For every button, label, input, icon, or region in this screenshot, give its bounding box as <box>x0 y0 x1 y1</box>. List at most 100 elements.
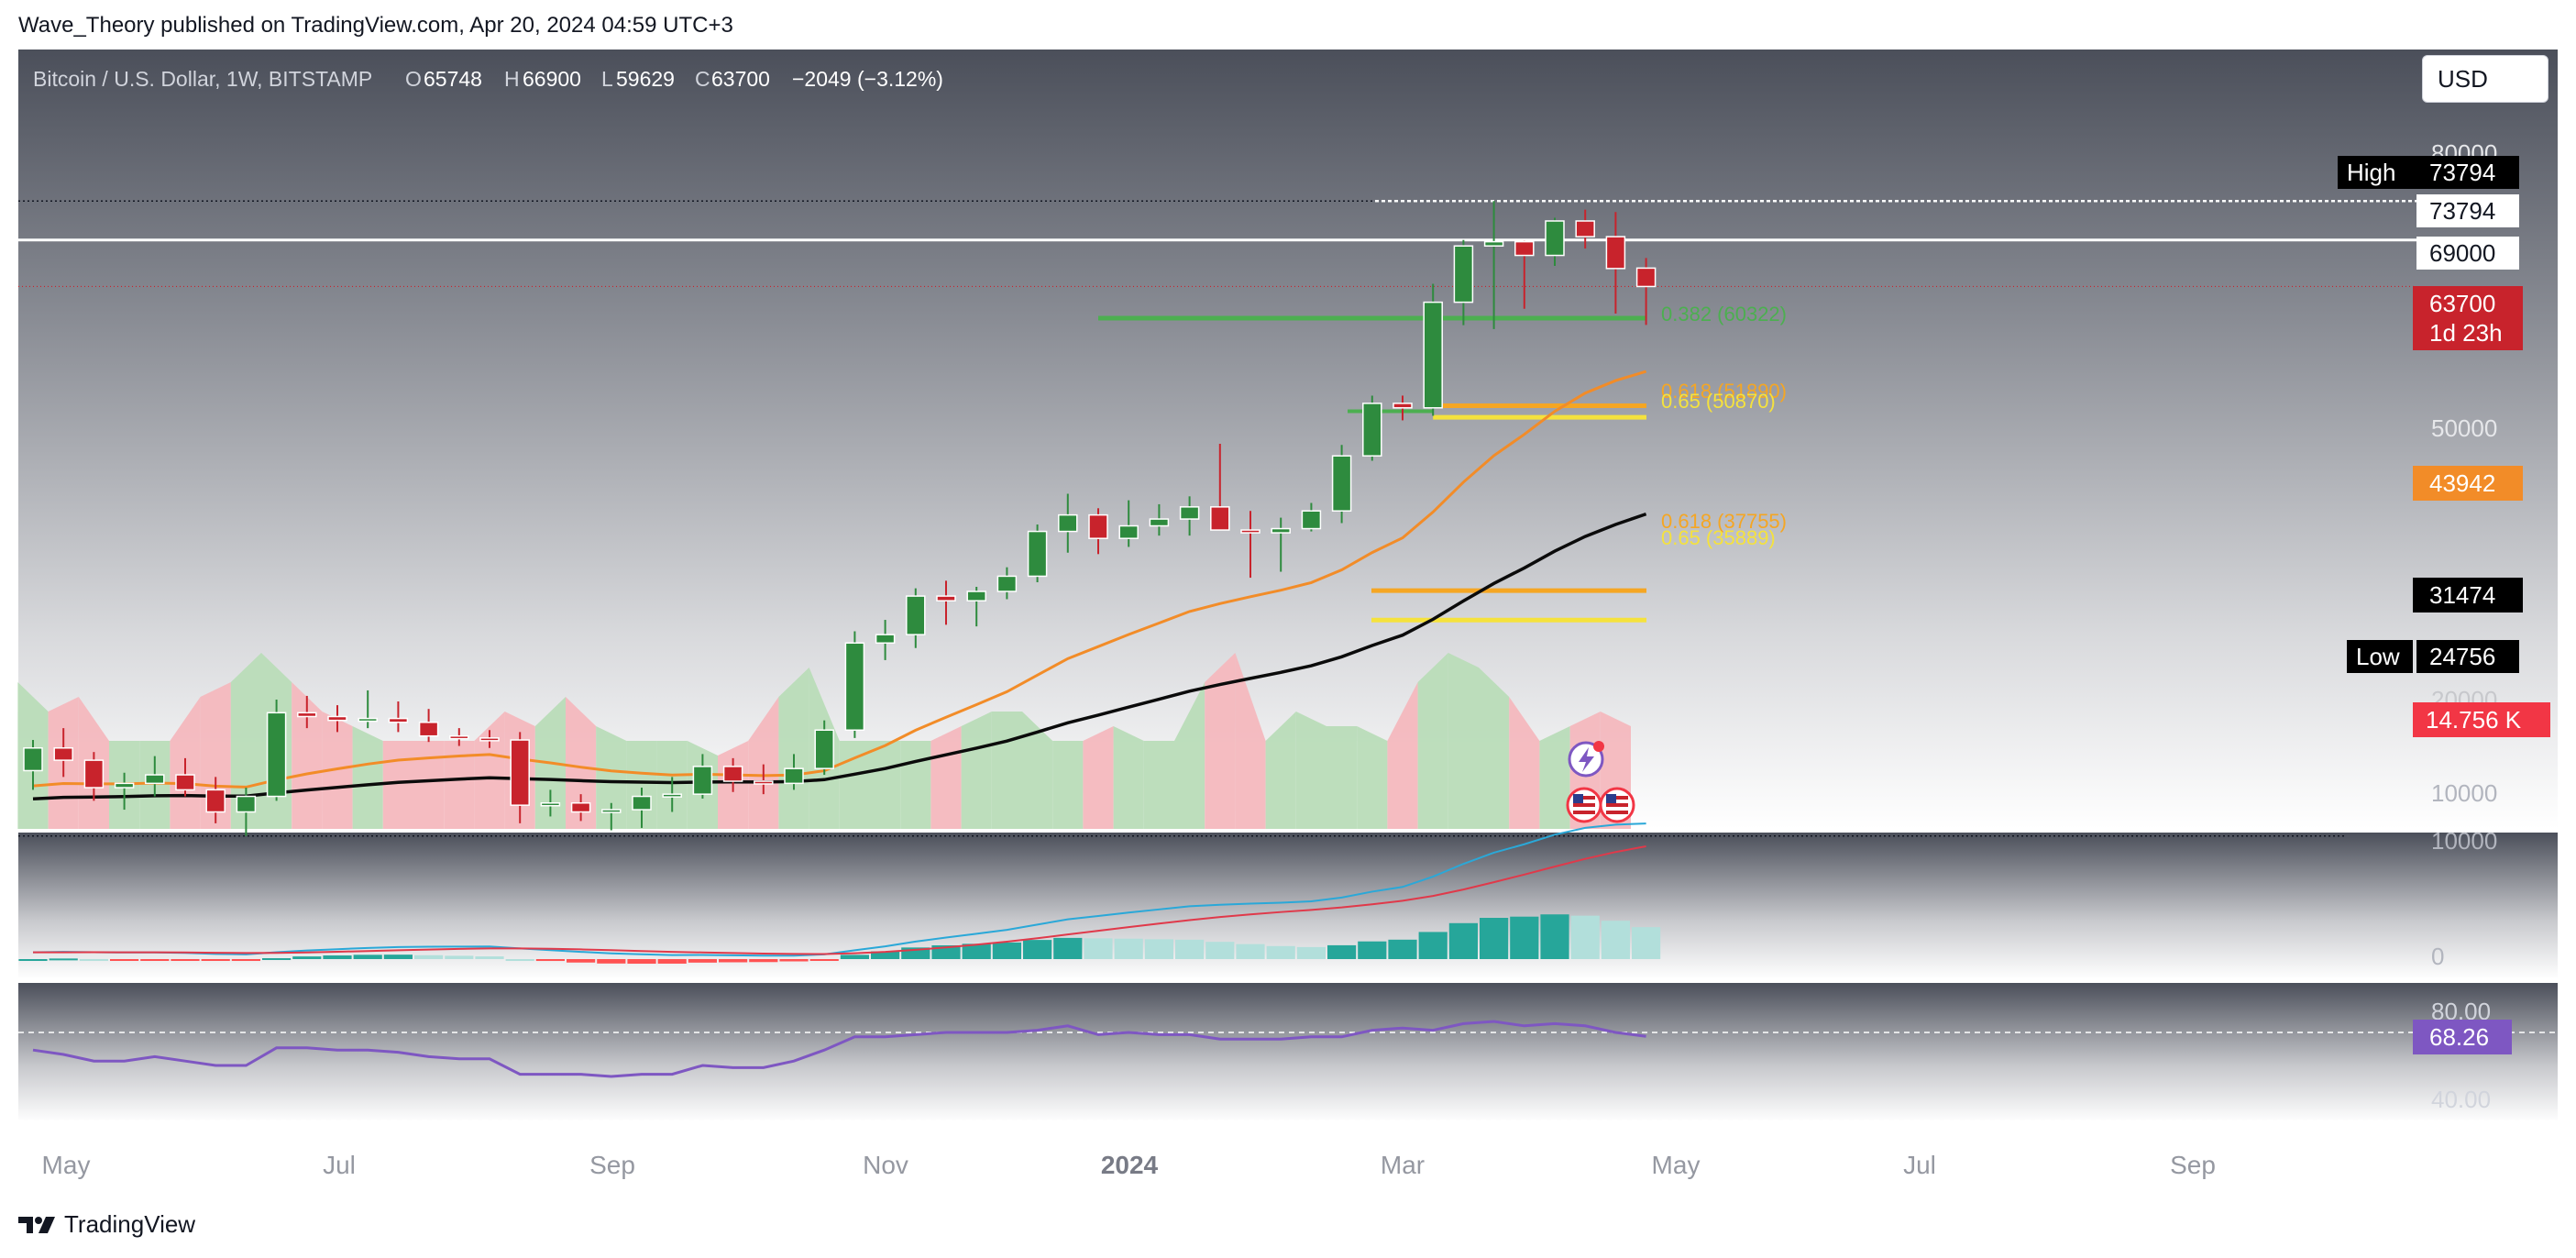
legend-symbol: Bitcoin / U.S. Dollar, 1W, BITSTAMP <box>33 67 372 91</box>
candle-body <box>1118 524 1139 539</box>
macd-histogram-bar <box>597 959 626 964</box>
macd-histogram-bar <box>323 955 352 959</box>
candle-body <box>205 789 226 813</box>
volume-area <box>596 726 627 829</box>
footer-brand-label: TradingView <box>64 1210 196 1238</box>
candles-layer <box>23 201 1657 836</box>
macd-histogram-bar <box>292 956 322 959</box>
candle-body <box>1393 403 1413 409</box>
ema-orange-box <box>2413 466 2523 501</box>
currency-selector[interactable]: USD <box>2422 55 2548 103</box>
volume-area <box>1539 726 1570 829</box>
macd-histogram-bar <box>1205 942 1235 959</box>
volume-area <box>1509 697 1540 829</box>
macd-histogram-bar <box>657 959 687 964</box>
last-price: 63700 <box>2429 290 2495 317</box>
candle-body <box>449 734 469 740</box>
volume-area <box>1052 741 1084 829</box>
candle-body <box>722 766 743 782</box>
volume-area <box>930 726 962 829</box>
legend-c-label: C <box>695 67 710 91</box>
candle-body <box>692 766 713 795</box>
macd-histogram-bar <box>353 955 382 959</box>
candle-body <box>175 774 195 791</box>
volume-area <box>1235 653 1266 829</box>
fib-label: 0.65 (50870) <box>1661 390 1776 413</box>
price-chart[interactable]: Bitcoin / U.S. Dollar, 1W, BITSTAMP O 65… <box>0 0 2576 1210</box>
low-value: 24756 <box>2429 643 2495 670</box>
ema-black-box <box>2413 578 2523 612</box>
horizontal-levels <box>18 199 2416 837</box>
candle-body <box>996 575 1018 592</box>
volume-area <box>748 697 779 829</box>
main-pane-bg <box>18 50 2558 829</box>
ema-black-value: 31474 <box>2429 581 2495 609</box>
legend-low: 59629 <box>616 67 675 91</box>
macd-histogram-bar <box>1266 945 1295 959</box>
candle-body <box>1088 513 1108 539</box>
candle-body <box>844 642 865 732</box>
candle-body <box>83 759 105 789</box>
price-tick: 10000 <box>2431 779 2497 807</box>
candle-body <box>327 715 347 722</box>
candle-body <box>1575 220 1595 237</box>
low-label: Low <box>2356 643 2400 670</box>
macd-histogram-bar <box>1480 918 1509 959</box>
macd-histogram-bar <box>110 959 139 961</box>
volume-area <box>566 697 597 829</box>
us-flag-event-icon[interactable] <box>1599 787 1635 823</box>
footer-brand[interactable]: TradingView <box>18 1210 195 1239</box>
legend-o-label: O <box>405 67 422 91</box>
candle-body <box>1545 220 1565 257</box>
time-axis[interactable]: May Jul Sep Nov 2024 Mar May Jul Sep <box>42 1151 2216 1179</box>
publish-info: Wave_Theory published on TradingView.com… <box>18 13 733 38</box>
volume-value: 14.756 K <box>2426 706 2522 734</box>
legend-open: 65748 <box>424 67 482 91</box>
macd-histogram-bar <box>49 958 78 961</box>
time-axis-label: Sep <box>2170 1151 2216 1179</box>
volume-area <box>778 668 809 829</box>
macd-histogram-bar <box>262 958 292 961</box>
volume-area <box>382 741 413 829</box>
legend-close: 63700 <box>711 67 770 91</box>
candle-body <box>1058 513 1078 533</box>
macd-histogram-bar <box>383 955 413 959</box>
time-axis-bg <box>18 1126 2558 1192</box>
candle-body <box>875 634 896 645</box>
macd-tick: 10000 <box>2431 827 2497 855</box>
candle-body <box>266 712 287 798</box>
macd-histogram-bar <box>1570 915 1600 959</box>
candle-body <box>906 595 926 635</box>
candle-body <box>662 793 682 798</box>
macd-histogram-bar <box>1510 916 1539 959</box>
ema-orange-value: 43942 <box>2429 469 2495 497</box>
volume-area <box>1295 712 1327 829</box>
legend-l-label: L <box>601 67 613 91</box>
volume-area <box>413 741 445 829</box>
macd-histogram-bar <box>627 959 656 965</box>
volume-area <box>1205 653 1236 829</box>
us-flag-event-icon[interactable] <box>1566 787 1602 823</box>
legend-h-label: H <box>504 67 520 91</box>
macd-tick: 0 <box>2431 943 2444 970</box>
volume-area <box>1113 726 1144 829</box>
macd-histogram-bar <box>475 956 504 959</box>
macd-histogram-bar <box>171 959 200 961</box>
macd-histogram-bar <box>962 944 991 959</box>
macd-histogram-bar <box>840 955 869 959</box>
macd-histogram-bar <box>992 942 1021 959</box>
macd-histogram-bar <box>18 959 48 961</box>
macd-histogram-bar <box>1388 939 1417 959</box>
event-lightning-icon[interactable] <box>1568 741 1604 778</box>
volume-area <box>1022 712 1053 829</box>
macd-histogram-bar <box>1023 940 1052 959</box>
volume-area <box>444 741 475 829</box>
macd-histogram-bar <box>1296 946 1326 959</box>
time-axis-label: Nov <box>863 1151 908 1179</box>
tradingview-logo-icon <box>18 1216 55 1233</box>
candle-body <box>1240 529 1260 534</box>
volume-area <box>1387 682 1418 829</box>
candle-body <box>297 712 317 718</box>
volume-area <box>1327 726 1358 829</box>
volume-area <box>839 741 870 829</box>
